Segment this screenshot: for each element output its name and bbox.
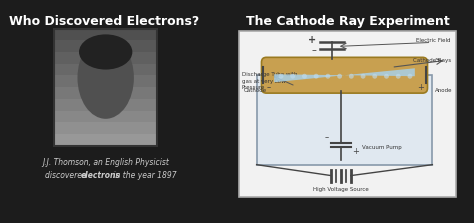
Text: The Cathode Ray Experiment: The Cathode Ray Experiment bbox=[246, 15, 449, 28]
Circle shape bbox=[314, 74, 319, 79]
Circle shape bbox=[349, 74, 354, 79]
Bar bbox=[239, 31, 456, 197]
Circle shape bbox=[396, 74, 401, 79]
FancyBboxPatch shape bbox=[262, 57, 428, 93]
Text: Cathode: Cathode bbox=[244, 88, 267, 93]
Text: Discharge Tube with
gas at very Low
Pressure: Discharge Tube with gas at very Low Pres… bbox=[242, 72, 298, 91]
Text: J.J. Thomson, an English Physicist: J.J. Thomson, an English Physicist bbox=[42, 158, 169, 167]
Bar bbox=[55, 29, 157, 40]
Circle shape bbox=[361, 74, 365, 79]
Text: –: – bbox=[324, 133, 328, 142]
Bar bbox=[55, 134, 157, 146]
Ellipse shape bbox=[79, 34, 132, 70]
Bar bbox=[256, 75, 432, 165]
Text: High Voltage Source: High Voltage Source bbox=[313, 186, 369, 192]
Circle shape bbox=[279, 74, 283, 79]
Bar bbox=[55, 40, 157, 52]
Text: electrons: electrons bbox=[81, 171, 121, 180]
Text: –: – bbox=[311, 45, 316, 55]
Circle shape bbox=[302, 74, 307, 79]
Circle shape bbox=[408, 74, 412, 79]
Text: +: + bbox=[417, 83, 424, 92]
Circle shape bbox=[290, 74, 295, 79]
Bar bbox=[55, 52, 157, 64]
Bar bbox=[55, 75, 157, 87]
Text: +: + bbox=[308, 35, 316, 45]
Circle shape bbox=[373, 74, 377, 79]
Circle shape bbox=[326, 74, 330, 79]
Text: Vacuum Pump: Vacuum Pump bbox=[363, 145, 402, 150]
Bar bbox=[55, 64, 157, 75]
Polygon shape bbox=[274, 68, 415, 82]
Circle shape bbox=[384, 74, 389, 79]
Text: Anode: Anode bbox=[436, 88, 453, 93]
Bar bbox=[55, 111, 157, 122]
Circle shape bbox=[337, 74, 342, 79]
Bar bbox=[55, 29, 157, 146]
Text: Who Discovered Electrons?: Who Discovered Electrons? bbox=[9, 15, 199, 28]
Bar bbox=[55, 87, 157, 99]
Text: +: + bbox=[352, 147, 359, 156]
Text: in the year 1897: in the year 1897 bbox=[111, 171, 177, 180]
Ellipse shape bbox=[77, 37, 134, 119]
Text: discovered: discovered bbox=[45, 171, 89, 180]
Bar bbox=[55, 122, 157, 134]
Bar bbox=[55, 29, 157, 146]
Text: –: – bbox=[266, 83, 271, 92]
Text: Electric Field: Electric Field bbox=[417, 38, 451, 43]
Bar bbox=[55, 99, 157, 111]
Text: Cathode Rays: Cathode Rays bbox=[413, 58, 451, 63]
